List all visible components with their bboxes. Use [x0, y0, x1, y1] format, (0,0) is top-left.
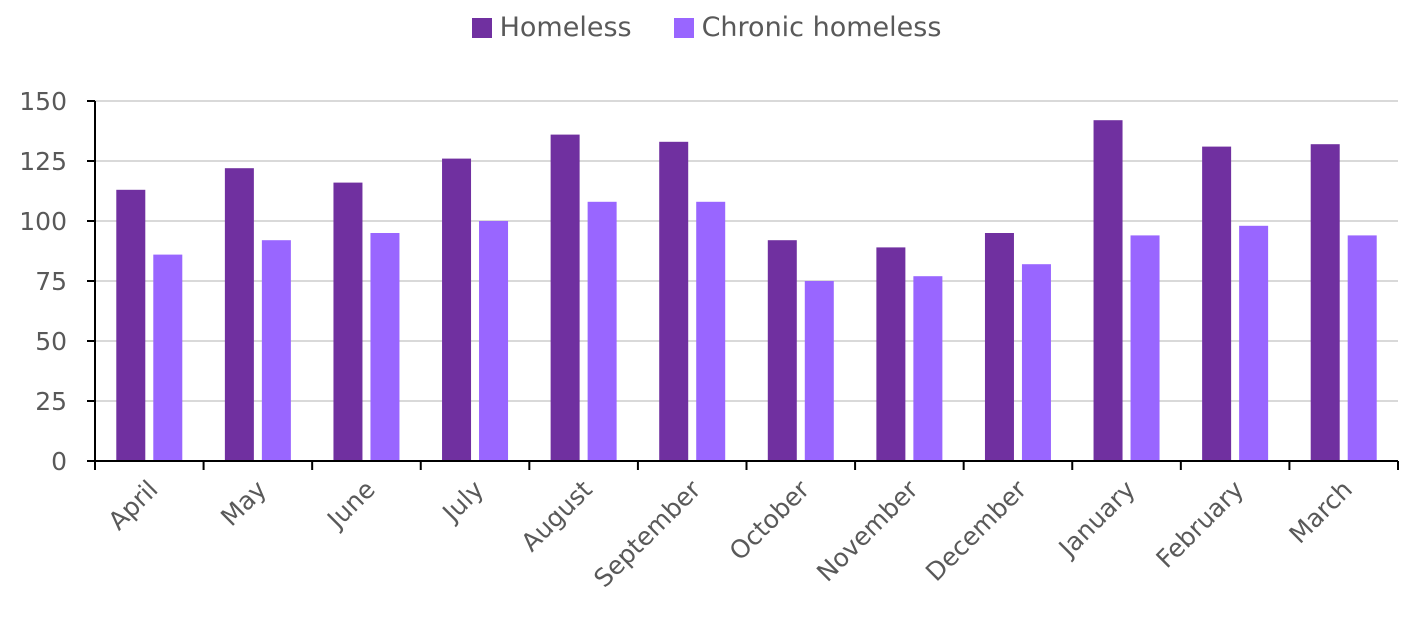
bar-homeless-december: [984, 233, 1014, 461]
y-tick-label: 0: [51, 447, 67, 476]
x-tick-label: October: [724, 474, 816, 566]
x-tick-label: November: [811, 474, 924, 587]
chart-legend: Homeless Chronic homeless: [0, 12, 1413, 43]
x-tick-label: January: [1052, 475, 1141, 564]
legend-label-homeless: Homeless: [499, 12, 632, 43]
bars: [116, 120, 1377, 462]
bar-homeless-march: [1310, 144, 1340, 461]
x-tick-label: December: [920, 474, 1033, 587]
bar-chronic-homeless-june: [370, 233, 400, 461]
bar-chronic-homeless-april: [153, 254, 183, 461]
bar-chronic-homeless-november: [913, 276, 943, 461]
bar-chronic-homeless-march: [1347, 235, 1377, 461]
y-tick-label: 25: [35, 387, 67, 416]
bar-homeless-february: [1202, 146, 1232, 461]
bar-homeless-july: [442, 158, 472, 461]
legend-item-homeless: Homeless: [471, 12, 632, 43]
x-tick-label: April: [103, 475, 164, 536]
legend-swatch-homeless: [471, 17, 492, 38]
bar-homeless-january: [1093, 120, 1123, 461]
y-tick-label: 125: [19, 147, 67, 176]
x-tick-label: February: [1151, 475, 1250, 574]
x-tick-label: September: [588, 474, 707, 593]
x-tick-label: June: [320, 475, 380, 535]
bar-chronic-homeless-december: [1021, 264, 1051, 461]
y-tick-label: 100: [19, 207, 67, 236]
bar-chronic-homeless-february: [1239, 225, 1269, 461]
bar-homeless-may: [224, 168, 254, 461]
bar-chronic-homeless-september: [696, 201, 726, 462]
y-tick-label: 50: [35, 327, 67, 356]
x-tick-label: March: [1284, 475, 1358, 549]
gridlines: [95, 100, 1398, 402]
bar-chronic-homeless-january: [1130, 235, 1160, 461]
y-tick-label: 150: [19, 87, 67, 116]
bar-chronic-homeless-october: [804, 281, 834, 461]
bar-chronic-homeless-july: [479, 221, 509, 461]
bar-homeless-august: [550, 134, 580, 461]
legend-swatch-chronic-homeless: [673, 17, 694, 38]
bar-homeless-october: [767, 240, 797, 461]
x-tick-label: August: [515, 475, 598, 558]
legend-label-chronic-homeless: Chronic homeless: [701, 12, 942, 43]
legend-item-chronic-homeless: Chronic homeless: [673, 12, 942, 43]
bar-homeless-september: [659, 141, 689, 462]
bar-homeless-june: [333, 182, 363, 461]
bar-homeless-april: [116, 189, 146, 462]
bar-homeless-november: [876, 247, 906, 461]
bar-chronic-homeless-august: [587, 201, 617, 462]
bar-chronic-homeless-may: [261, 240, 291, 461]
x-tick-label: July: [436, 475, 490, 529]
y-axis: 0 25 50 75 100 125 150: [19, 87, 96, 476]
y-tick-label: 75: [35, 267, 67, 296]
x-tick-label: May: [215, 475, 272, 532]
